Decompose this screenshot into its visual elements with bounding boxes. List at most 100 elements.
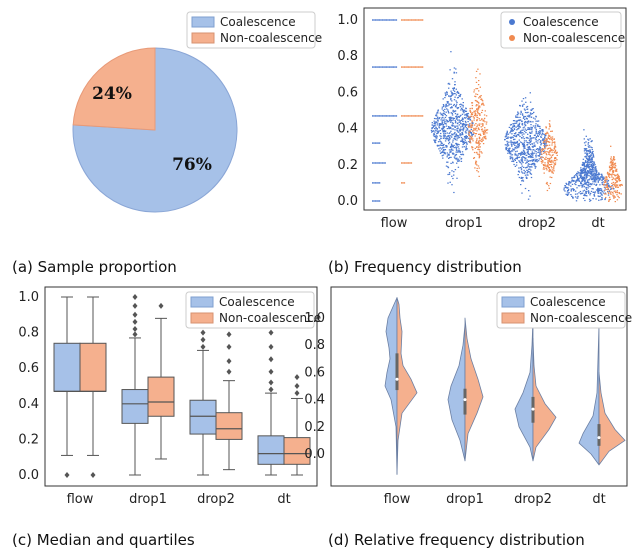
swarm-point [527,137,529,139]
swarm-point [516,156,519,158]
swarm-point [574,180,576,182]
swarm-point [439,140,441,142]
swarm-point [592,155,594,157]
swarm-point [528,168,530,170]
swarm-point [455,118,458,120]
swarm-point [464,117,466,119]
swarm-point [549,160,551,162]
swarm-point [592,178,595,180]
swarm-point [595,175,597,177]
swarm-point [537,131,540,133]
swarm-point [594,174,597,176]
swarm-point [445,165,448,167]
swarm-point [587,145,590,147]
swarm-point [532,154,534,156]
swarm-point [536,125,539,127]
swarm-point [527,111,529,113]
swarm-point [519,119,522,121]
swarm-point [452,119,454,121]
swarm-point [582,168,585,170]
swarm-point [513,149,516,151]
swarm-point [471,114,474,116]
swarm-point [520,176,523,178]
swarm-point [522,179,524,181]
swarm-point [454,155,456,157]
swarm-point [582,177,585,179]
swarm-point [479,123,481,125]
swarm-point [446,154,449,156]
swarm-point [586,163,589,165]
swarm-point [463,136,466,138]
swarm-point [470,115,472,117]
swarm-point [509,156,511,158]
swarm-point [456,137,458,139]
swarm-point [462,106,464,108]
swarm-point [521,180,523,182]
box-flier [268,368,274,375]
swarm-point [589,200,591,202]
swarm-point [452,128,455,130]
swarm-point [591,148,593,151]
swarm-point [619,179,621,182]
swarm-point [519,135,521,138]
swarm-ytick-label: 0.0 [337,194,358,209]
swarm-point [612,164,614,166]
swarm-point [462,102,464,104]
swarm-point [529,135,531,137]
swarm-point [519,167,522,169]
pie-data-label: 24% [92,84,132,104]
swarm-point [468,137,471,139]
swarm-point [523,126,526,128]
swarm-point [462,122,465,125]
swarm-point [464,114,466,116]
swarm-point [589,176,592,178]
swarm-point [530,141,532,143]
swarm-point [450,117,452,119]
swarm-point [511,150,514,152]
swarm-point [615,170,617,172]
swarm-point [461,117,464,119]
swarm-point [466,118,469,120]
swarm-point [616,192,619,194]
swarm-point [523,144,525,146]
swarm-point [615,186,617,188]
swarm-point [443,120,445,122]
swarm-point [403,66,406,68]
swarm-point [479,106,481,108]
swarm-point [468,125,470,128]
swarm-point [533,164,535,166]
swarm-point [452,139,454,141]
swarm-point [458,129,461,131]
swarm-point [509,158,512,160]
swarm-point [435,113,438,115]
swarm-point [451,145,453,147]
swarm-point [465,137,467,139]
swarm-point [402,66,404,68]
swarm-point [584,144,587,146]
swarm-point [444,133,447,135]
swarm-point [567,188,570,190]
violin-median-dot [531,407,535,411]
swarm-point [451,128,453,130]
swarm-point [505,135,507,138]
swarm-point [590,154,592,156]
swarm-point [439,117,441,119]
swarm-point [507,137,509,139]
swarm-point [604,177,606,179]
swarm-point [581,172,583,175]
swarm-point [608,199,610,201]
swarm-point [598,190,600,192]
swarm-point [529,112,532,114]
swarm-point [532,162,534,164]
swarm-point [441,108,443,110]
swarm-point [463,110,465,113]
swarm-point [437,132,440,134]
swarm-point [433,122,435,125]
swarm-point [478,145,480,147]
swarm-point [583,162,586,164]
swarm-point [531,128,533,130]
swarm-point [519,152,522,154]
violin-ytick-label: 1.0 [304,311,325,326]
swarm-point [451,148,453,150]
swarm-point [473,124,476,126]
